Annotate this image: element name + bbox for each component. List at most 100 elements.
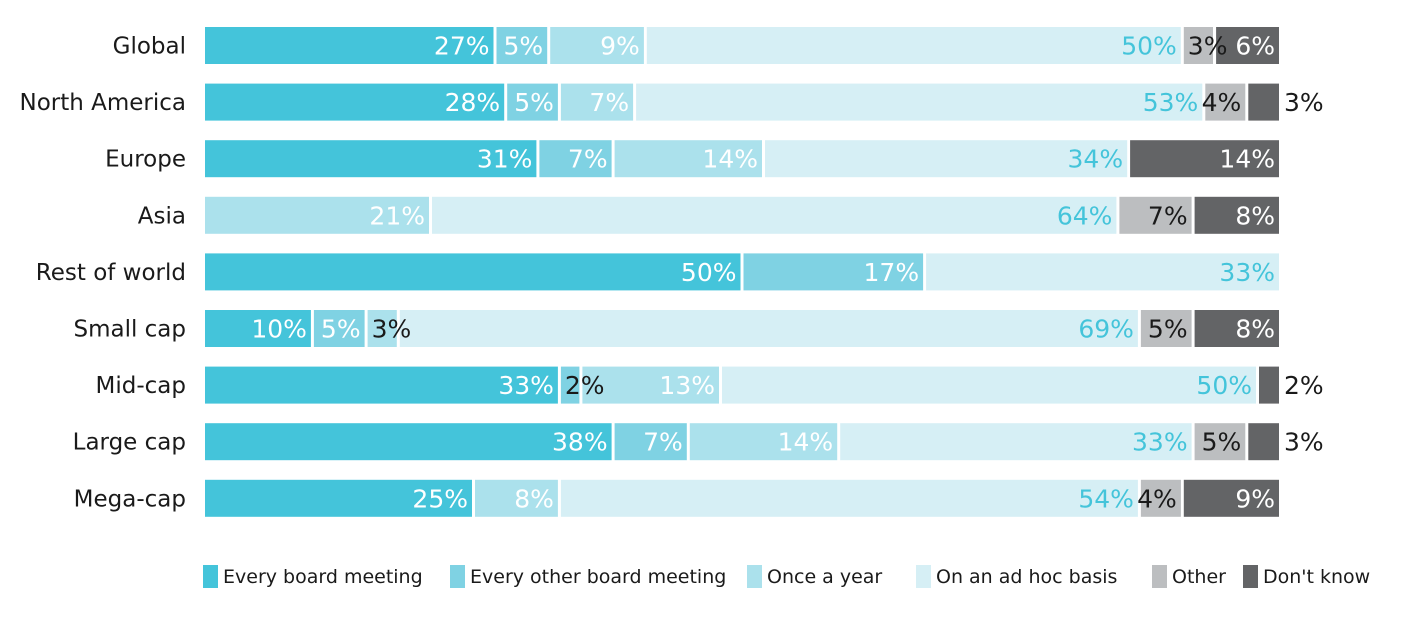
value-label-north-america-on-an-ad-hoc-basis: 53% xyxy=(1143,88,1199,117)
value-label-small-cap-don-t-know: 8% xyxy=(1235,315,1275,344)
bar-mega-cap-don-t-know xyxy=(1183,479,1279,517)
value-label-europe-don-t-know: 14% xyxy=(1219,145,1275,174)
legend-item-every-other-board-meeting: Every other board meeting xyxy=(450,565,726,588)
legend-label-other: Other xyxy=(1172,566,1226,588)
bar-north-america-once-a-year xyxy=(560,83,634,121)
category-label-asia: Asia xyxy=(138,203,186,229)
bar-europe-on-an-ad-hoc-basis xyxy=(765,140,1128,178)
bar-north-america-don-t-know xyxy=(1248,83,1279,121)
bar-global-don-t-know xyxy=(1216,27,1279,64)
value-label-rest-of-world-every-board-meeting: 50% xyxy=(681,258,737,287)
bar-small-cap-every-board-meeting xyxy=(205,310,311,347)
legend-swatch-other xyxy=(1152,565,1167,588)
bar-small-cap-on-an-ad-hoc-basis xyxy=(399,310,1138,347)
value-label-global-on-an-ad-hoc-basis: 50% xyxy=(1121,32,1177,61)
value-labels: 27% 5% 9% 50% 3% 6%28% 5% 7% 53% 4% 3%31% 7% 14% 34% 1… xyxy=(251,32,1323,514)
legend-swatch-once-a-year xyxy=(747,565,762,588)
value-label-rest-of-world-every-other-board-meeting: 17% xyxy=(864,258,920,287)
category-label-large-cap: Large cap xyxy=(73,430,186,456)
bar-large-cap-other xyxy=(1194,423,1246,461)
bar-mid-cap-every-other-board-meeting xyxy=(560,366,580,404)
category-label-small-cap: Small cap xyxy=(73,317,186,343)
value-label-small-cap-on-an-ad-hoc-basis: 69% xyxy=(1078,315,1134,344)
bar-global-on-an-ad-hoc-basis xyxy=(646,27,1181,64)
value-label-global-once-a-year: 9% xyxy=(600,32,640,61)
bar-asia-once-a-year xyxy=(205,196,429,234)
legend-item-don-t-know: Don't know xyxy=(1243,565,1370,588)
legend-swatch-on-an-ad-hoc-basis xyxy=(916,565,931,588)
category-labels: Global North America Europe Asia Rest of wor… xyxy=(19,34,186,513)
value-label-large-cap-every-other-board-meeting: 7% xyxy=(643,428,683,457)
value-label-mid-cap-don-t-know: 2% xyxy=(1284,371,1324,400)
bar-large-cap-don-t-know xyxy=(1248,423,1279,461)
bar-global-every-other-board-meeting xyxy=(496,27,548,64)
bar-mid-cap-don-t-know xyxy=(1259,366,1279,404)
bar-large-cap-on-an-ad-hoc-basis xyxy=(840,423,1192,461)
value-label-mid-cap-every-other-board-meeting: 2% xyxy=(565,371,605,400)
bar-north-america-every-board-meeting xyxy=(205,83,505,121)
value-label-global-other: 3% xyxy=(1188,32,1228,61)
bar-mega-cap-other xyxy=(1140,479,1181,517)
legend-item-on-an-ad-hoc-basis: On an ad hoc basis xyxy=(916,565,1117,588)
value-label-north-america-every-other-board-meeting: 5% xyxy=(514,88,554,117)
bar-mega-cap-once-a-year xyxy=(475,479,558,517)
legend: Every board meeting Every other board mee… xyxy=(203,565,1370,588)
category-label-global: Global xyxy=(113,34,186,60)
legend-label-every-other-board-meeting: Every other board meeting xyxy=(470,566,726,588)
bar-small-cap-other xyxy=(1140,310,1192,347)
value-label-rest-of-world-on-an-ad-hoc-basis: 33% xyxy=(1219,258,1275,287)
value-label-asia-on-an-ad-hoc-basis: 64% xyxy=(1057,201,1113,230)
category-label-north-america: North America xyxy=(19,90,186,116)
legend-item-every-board-meeting: Every board meeting xyxy=(203,565,423,588)
category-label-mid-cap: Mid-cap xyxy=(96,373,186,399)
value-label-global-every-other-board-meeting: 5% xyxy=(504,32,544,61)
bar-mid-cap-on-an-ad-hoc-basis xyxy=(722,366,1256,404)
bar-large-cap-once-a-year xyxy=(689,423,838,461)
value-label-small-cap-every-board-meeting: 10% xyxy=(251,315,307,344)
value-label-asia-once-a-year: 21% xyxy=(369,201,425,230)
legend-label-once-a-year: Once a year xyxy=(767,566,882,588)
value-label-north-america-once-a-year: 7% xyxy=(589,88,629,117)
value-label-europe-every-board-meeting: 31% xyxy=(477,145,533,174)
bar-large-cap-every-board-meeting xyxy=(205,423,612,461)
bar-north-america-every-other-board-meeting xyxy=(507,83,558,121)
legend-item-other: Other xyxy=(1152,565,1226,588)
bar-rest-of-world-every-board-meeting xyxy=(205,253,741,291)
bar-rest-of-world-on-an-ad-hoc-basis xyxy=(926,253,1279,291)
bar-small-cap-don-t-know xyxy=(1194,310,1279,347)
bar-global-once-a-year xyxy=(550,27,644,64)
value-label-small-cap-every-other-board-meeting: 5% xyxy=(321,315,361,344)
bar-north-america-on-an-ad-hoc-basis xyxy=(636,83,1203,121)
value-label-small-cap-other: 5% xyxy=(1148,315,1188,344)
value-label-asia-don-t-know: 8% xyxy=(1235,201,1275,230)
value-label-mid-cap-every-board-meeting: 33% xyxy=(498,371,554,400)
bar-mega-cap-every-board-meeting xyxy=(205,479,472,517)
legend-swatch-every-other-board-meeting xyxy=(450,565,465,588)
bar-mega-cap-on-an-ad-hoc-basis xyxy=(560,479,1138,517)
bar-europe-every-board-meeting xyxy=(205,140,537,178)
bar-small-cap-once-a-year xyxy=(367,310,397,347)
value-label-large-cap-other: 5% xyxy=(1202,428,1242,457)
value-label-europe-on-an-ad-hoc-basis: 34% xyxy=(1068,145,1124,174)
bar-europe-don-t-know xyxy=(1130,140,1279,178)
value-label-large-cap-don-t-know: 3% xyxy=(1284,428,1324,457)
category-label-rest-of-world: Rest of world xyxy=(36,260,186,286)
value-label-large-cap-every-board-meeting: 38% xyxy=(552,428,608,457)
legend-swatch-don-t-know xyxy=(1243,565,1258,588)
value-label-large-cap-once-a-year: 14% xyxy=(778,428,834,457)
legend-label-don-t-know: Don't know xyxy=(1263,566,1370,588)
bar-asia-other xyxy=(1119,196,1192,234)
value-label-europe-every-other-board-meeting: 7% xyxy=(568,145,608,174)
value-label-north-america-every-board-meeting: 28% xyxy=(445,88,501,117)
bar-small-cap-every-other-board-meeting xyxy=(313,310,365,347)
legend-item-once-a-year: Once a year xyxy=(747,565,882,588)
value-label-asia-other: 7% xyxy=(1148,201,1188,230)
value-label-small-cap-once-a-year: 3% xyxy=(372,315,412,344)
value-label-mega-cap-once-a-year: 8% xyxy=(514,484,554,513)
bar-mid-cap-once-a-year xyxy=(582,366,719,404)
value-label-global-don-t-know: 6% xyxy=(1235,32,1275,61)
legend-label-on-an-ad-hoc-basis: On an ad hoc basis xyxy=(936,566,1117,588)
bar-rest-of-world-every-other-board-meeting xyxy=(743,253,924,291)
category-label-europe: Europe xyxy=(105,147,186,173)
bar-europe-every-other-board-meeting xyxy=(539,140,612,178)
